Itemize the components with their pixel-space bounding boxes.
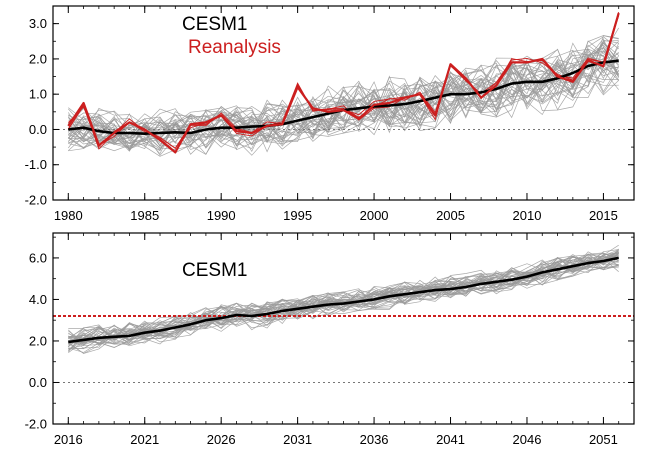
y-tick-label: 3.0 [29, 16, 47, 31]
x-tick-label: 1980 [54, 208, 83, 223]
ensemble-member-line [68, 50, 619, 147]
top-panel: -2.0 -1.0 0.0 1.0 2.0 3.0 1980 1985 1990 1995 2000… [25, 5, 635, 223]
y-tick-label: -1.0 [25, 157, 47, 172]
y-tick-label: -2.0 [25, 193, 47, 208]
y-tick-label: 0.0 [29, 122, 47, 137]
legend-label-cesm1: CESM1 [182, 260, 247, 281]
x-tick-label: 1985 [130, 208, 159, 223]
x-tick-label: 2010 [513, 208, 542, 223]
bottom-panel: -2.0 0.0 2.0 4.0 6.0 2016 2021 2026 2031 2036 2041… [25, 232, 635, 447]
bottom-series [68, 256, 619, 344]
cesm1-mean-line [68, 256, 619, 344]
x-tick-label: 2000 [360, 208, 389, 223]
y-tick-label: 6.0 [29, 250, 47, 265]
ensemble-member-line [68, 39, 619, 144]
x-tick-label: 1990 [207, 208, 236, 223]
y-tick-label: 2.0 [29, 333, 47, 348]
x-tick-label: 2046 [513, 432, 542, 447]
ensemble-member-line [68, 48, 619, 145]
ensemble-member-line [68, 57, 619, 148]
x-tick-label: 2021 [130, 432, 159, 447]
legend-label-reanalysis: Reanalysis [188, 37, 281, 58]
y-tick-label: 0.0 [29, 375, 47, 390]
ensemble-member-line [68, 44, 619, 150]
x-tick-label: 2026 [207, 432, 236, 447]
x-tick-label: 2015 [589, 208, 618, 223]
top-axes: -2.0 -1.0 0.0 1.0 2.0 3.0 1980 1985 1990 1995 2000… [25, 5, 635, 223]
ensemble-member-line [68, 253, 619, 346]
y-tick-label: 4.0 [29, 292, 47, 307]
ensemble-member-line [68, 48, 619, 152]
reanalysis-line [67, 12, 620, 154]
x-tick-label: 2041 [436, 432, 465, 447]
bottom-legend: CESM1 [182, 260, 247, 281]
x-tick-label: 1995 [283, 208, 312, 223]
x-tick-label: 2016 [54, 432, 83, 447]
ensemble-member-line [68, 59, 619, 148]
ensemble-member-line [68, 66, 619, 150]
x-tick-label: 2005 [436, 208, 465, 223]
ensemble-member-line [68, 254, 619, 346]
x-tick-label: 2036 [360, 432, 389, 447]
ensemble-member-line [68, 244, 619, 347]
bottom-reference-lines [53, 315, 634, 383]
top-ensemble-members [68, 27, 620, 157]
bottom-axes: -2.0 0.0 2.0 4.0 6.0 2016 2021 2026 2031 2036 2041… [25, 232, 635, 447]
y-tick-label: -2.0 [25, 417, 47, 432]
ensemble-member-line [68, 47, 619, 139]
top-series [67, 11, 620, 154]
legend-label-cesm1: CESM1 [182, 14, 247, 35]
ensemble-member-line [68, 249, 619, 345]
y-tick-label: 1.0 [29, 87, 47, 102]
bottom-ensemble-members [68, 244, 619, 354]
y-tick-label: 2.0 [29, 51, 47, 66]
x-tick-label: 2051 [589, 432, 618, 447]
x-tick-label: 2031 [283, 432, 312, 447]
